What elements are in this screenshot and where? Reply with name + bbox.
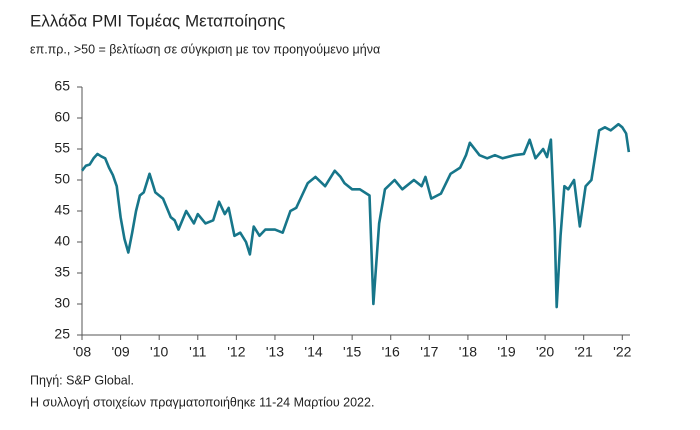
y-tick-label: 65 <box>54 78 70 94</box>
y-tick-label: 30 <box>54 295 70 311</box>
x-tick-label: '18 <box>459 344 477 360</box>
chart-subtitle: επ.πρ., >50 = βελτίωση σε σύγκριση με το… <box>30 42 380 56</box>
x-tick-label: '14 <box>304 344 322 360</box>
x-tick-label: '22 <box>613 344 631 360</box>
source: Πηγή: S&P Global. <box>30 373 134 387</box>
x-tick-label: '17 <box>420 344 438 360</box>
x-tick-label: '08 <box>73 344 91 360</box>
note: Η συλλογή στοιχείων πραγματοποιήθηκε 11-… <box>30 395 374 409</box>
x-tick-label: '09 <box>111 344 129 360</box>
x-tick-label: '21 <box>575 344 593 360</box>
y-tick-label: 55 <box>54 140 70 156</box>
pmi-line <box>80 122 631 309</box>
x-tick-label: '15 <box>343 344 361 360</box>
y-tick-label: 35 <box>54 264 70 280</box>
y-tick-label: 50 <box>54 171 70 187</box>
x-tick-label: '11 <box>189 344 206 360</box>
y-tick-label: 60 <box>54 109 70 125</box>
y-tick-label: 25 <box>54 326 70 342</box>
x-tick-label: '16 <box>382 344 400 360</box>
x-tick-label: '13 <box>266 344 284 360</box>
x-tick-label: '12 <box>227 344 245 360</box>
x-tick-label: '10 <box>150 344 168 360</box>
x-tick-label: '20 <box>536 344 554 360</box>
y-tick-label: 40 <box>54 233 70 249</box>
x-tick-label: '19 <box>497 344 515 360</box>
y-tick-label: 45 <box>54 202 70 218</box>
chart-title: Ελλάδα PMI Τομέας Μεταποίησης <box>30 11 285 30</box>
